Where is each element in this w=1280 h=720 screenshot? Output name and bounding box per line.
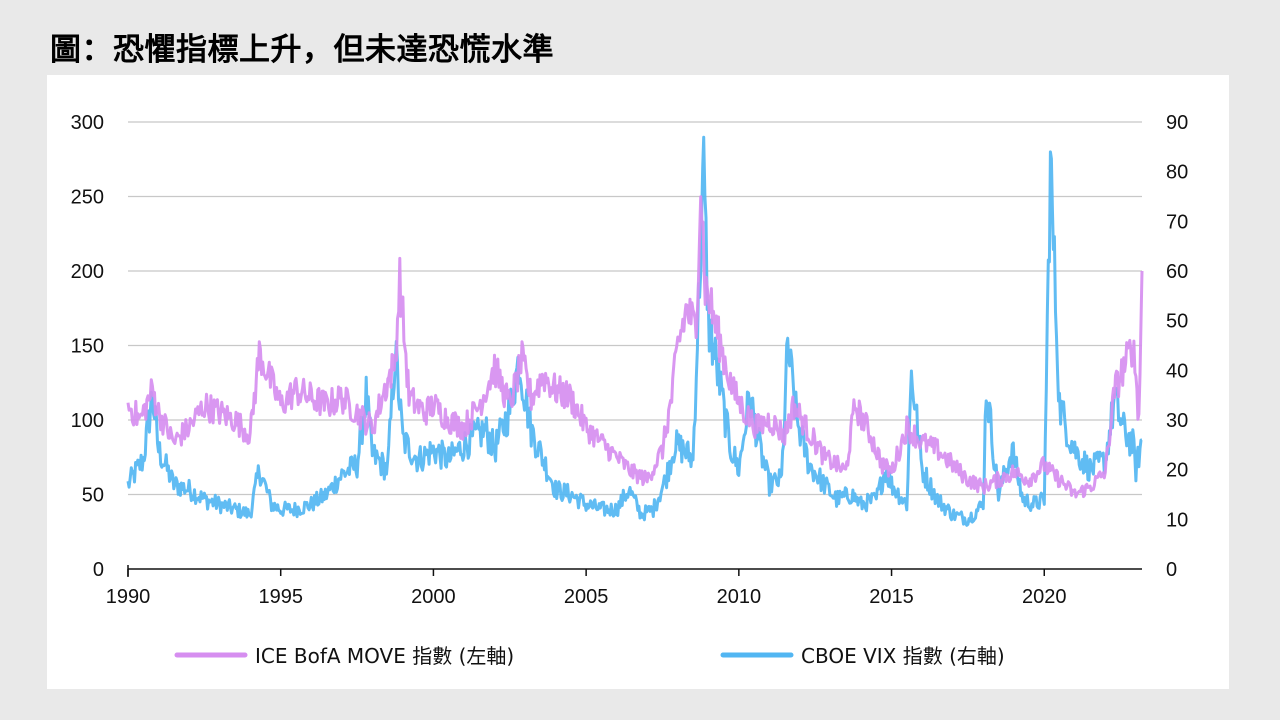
series-line-move bbox=[126, 195, 1144, 499]
legend-label-move: ICE BofA MOVE 指數 (左軸) bbox=[255, 644, 514, 668]
x-tick-label: 2015 bbox=[869, 586, 914, 608]
x-tick-label: 2010 bbox=[717, 586, 762, 608]
y-left-tick-label: 100 bbox=[71, 410, 104, 432]
series-line-vix bbox=[126, 135, 1143, 527]
y-left-tick-label: 300 bbox=[71, 112, 104, 134]
y-right-tick-label: 0 bbox=[1166, 559, 1177, 581]
axis-layer: 0 50 100 150 200 250 300 0 10 20 30 40 50 60 70 80 90 199… bbox=[71, 112, 1189, 608]
y-right-tick-label: 40 bbox=[1166, 360, 1188, 382]
y-left-tick-label: 150 bbox=[71, 336, 104, 358]
grid-layer bbox=[128, 121, 1142, 496]
y-right-tick-label: 20 bbox=[1166, 460, 1188, 482]
y-right-tick-label: 90 bbox=[1166, 112, 1188, 134]
y-left-tick-label: 250 bbox=[71, 187, 104, 209]
y-left-tick-label: 50 bbox=[82, 485, 104, 507]
y-right-tick-label: 80 bbox=[1166, 162, 1188, 184]
legend-label-vix: CBOE VIX 指數 (右軸) bbox=[801, 644, 1005, 668]
series-layer bbox=[126, 135, 1144, 527]
y-right-tick-label: 70 bbox=[1166, 211, 1188, 233]
y-right-tick-label: 30 bbox=[1166, 410, 1188, 432]
x-tick-label: 1995 bbox=[258, 586, 303, 608]
chart-panel: 0 50 100 150 200 250 300 0 10 20 30 40 50 60 70 80 90 199… bbox=[47, 75, 1229, 689]
page-title: 圖：恐懼指標上升，但未達恐慌水準 bbox=[50, 32, 554, 68]
x-tick-label: 2020 bbox=[1022, 586, 1067, 608]
x-tick-label: 2000 bbox=[411, 586, 456, 608]
y-left-tick-label: 0 bbox=[93, 559, 104, 581]
x-tick-label: 1990 bbox=[106, 586, 151, 608]
y-right-tick-label: 60 bbox=[1166, 261, 1188, 283]
y-right-tick-label: 50 bbox=[1166, 311, 1188, 333]
legend-layer: ICE BofA MOVE 指數 (左軸) CBOE VIX 指數 (右軸) bbox=[174, 644, 1005, 668]
y-right-tick-label: 10 bbox=[1166, 509, 1188, 531]
chart-svg: 0 50 100 150 200 250 300 0 10 20 30 40 50 60 70 80 90 199… bbox=[71, 112, 1189, 668]
x-tick-label: 2005 bbox=[564, 586, 609, 608]
y-left-tick-label: 200 bbox=[71, 261, 104, 283]
